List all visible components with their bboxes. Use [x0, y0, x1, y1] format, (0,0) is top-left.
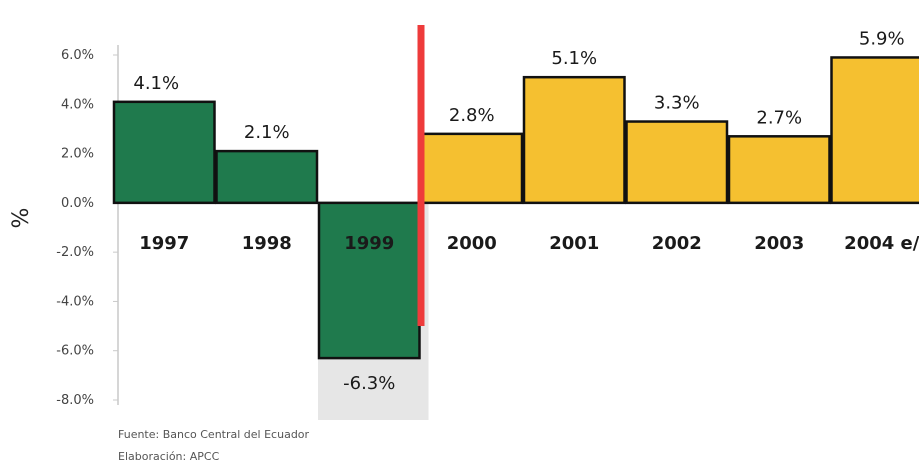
value-label: 5.9%: [859, 28, 905, 49]
bar-1997: [112, 100, 216, 205]
bar-2003: [727, 135, 831, 205]
credit-note: Elaboración: APCC: [118, 450, 220, 463]
source-note: Fuente: Banco Central del Ecuador: [118, 428, 310, 441]
bar-2004e: [830, 56, 919, 205]
bar-1999: [317, 201, 421, 360]
value-label: 2.8%: [449, 105, 495, 126]
y-tick-label: -4.0%: [56, 294, 94, 309]
y-tick-label: 6.0%: [61, 48, 94, 63]
category-label: 2003: [754, 233, 804, 254]
category-label: 1998: [242, 233, 292, 254]
bar-2002: [625, 120, 729, 205]
category-label: 1999: [344, 233, 394, 254]
y-tick-label: 2.0%: [61, 147, 94, 162]
category-label: 2001: [549, 233, 599, 254]
value-label: 2.1%: [244, 122, 290, 143]
value-label: 3.3%: [654, 93, 700, 114]
value-label: 5.1%: [551, 48, 597, 69]
category-label: 2004 e/: [844, 233, 919, 254]
category-label: 1997: [139, 233, 189, 254]
value-label: 4.1%: [133, 73, 179, 94]
y-axis-label: %: [9, 208, 34, 229]
y-tick-label: -6.0%: [56, 344, 94, 359]
y-tick-label: 4.0%: [61, 97, 94, 112]
category-label: 2002: [652, 233, 702, 254]
bar-2000: [420, 132, 524, 205]
category-label: 2000: [447, 233, 497, 254]
bar-2001: [522, 75, 626, 205]
value-label: 2.7%: [756, 107, 802, 128]
y-tick-label: -8.0%: [56, 393, 94, 408]
y-tick-label: -2.0%: [56, 245, 94, 260]
bar-1998: [215, 149, 319, 205]
value-label: -6.3%: [343, 373, 395, 394]
y-tick-label: 0.0%: [61, 196, 94, 211]
